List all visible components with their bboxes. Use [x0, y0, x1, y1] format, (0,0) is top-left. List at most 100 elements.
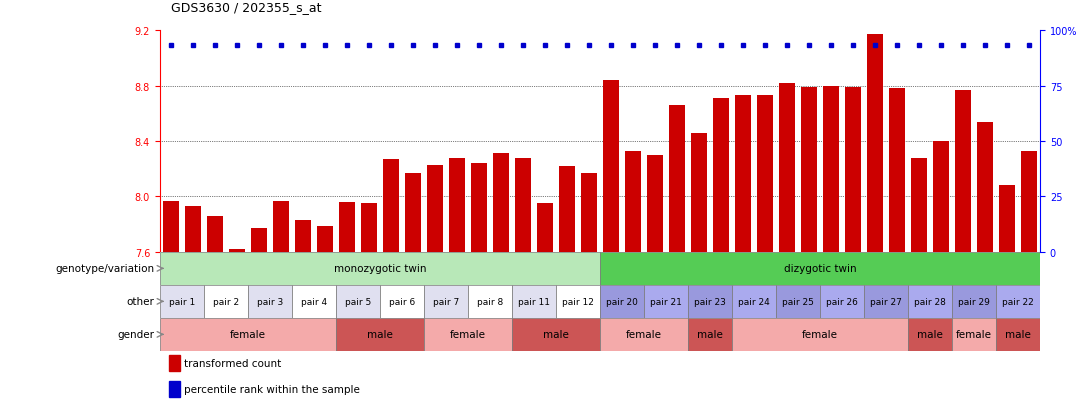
Bar [160, 285, 204, 318]
Bar [423, 318, 512, 351]
Bar [644, 285, 688, 318]
Bar [336, 285, 380, 318]
Bar [996, 318, 1040, 351]
Text: pair 6: pair 6 [389, 297, 415, 306]
Bar [1022, 151, 1037, 252]
Bar [647, 155, 663, 252]
Text: pair 20: pair 20 [606, 297, 638, 306]
Bar [168, 355, 180, 371]
Bar [273, 201, 288, 252]
Bar [248, 285, 292, 318]
Text: pair 12: pair 12 [562, 297, 594, 306]
Bar [581, 173, 596, 252]
Bar [318, 226, 333, 252]
Text: male: male [697, 330, 723, 339]
Text: gender: gender [118, 330, 154, 339]
Text: female: female [230, 330, 266, 339]
Text: other: other [126, 297, 154, 306]
Text: dizygotic twin: dizygotic twin [784, 264, 856, 274]
Bar [688, 318, 732, 351]
Text: monozygotic twin: monozygotic twin [334, 264, 427, 274]
Bar [600, 252, 1040, 285]
Text: pair 24: pair 24 [738, 297, 770, 306]
Bar [908, 318, 953, 351]
Bar [691, 133, 706, 252]
Bar [864, 285, 908, 318]
Bar [361, 204, 377, 252]
Bar [953, 285, 996, 318]
Bar [515, 158, 530, 252]
Text: pair 8: pair 8 [476, 297, 503, 306]
Bar [713, 99, 729, 252]
Bar [732, 318, 908, 351]
Bar [405, 173, 420, 252]
Bar [556, 285, 600, 318]
Bar [735, 96, 751, 252]
Bar [295, 221, 311, 252]
Text: pair 11: pair 11 [518, 297, 550, 306]
Bar [823, 86, 839, 252]
Bar [336, 318, 423, 351]
Text: pair 26: pair 26 [826, 297, 858, 306]
Bar [604, 81, 619, 252]
Bar [846, 88, 861, 252]
Bar [428, 165, 443, 252]
Text: percentile rank within the sample: percentile rank within the sample [185, 384, 361, 394]
Bar [449, 158, 464, 252]
Bar [908, 285, 953, 318]
Text: pair 2: pair 2 [213, 297, 239, 306]
Text: female: female [956, 330, 993, 339]
Bar [168, 381, 180, 397]
Bar [512, 285, 556, 318]
Text: female: female [450, 330, 486, 339]
Text: pair 7: pair 7 [433, 297, 459, 306]
Text: female: female [802, 330, 838, 339]
Bar [670, 106, 685, 252]
Bar [204, 285, 247, 318]
Text: pair 1: pair 1 [168, 297, 195, 306]
Bar [229, 249, 244, 252]
Text: pair 29: pair 29 [958, 297, 990, 306]
Bar [163, 201, 178, 252]
Text: female: female [626, 330, 662, 339]
Bar [380, 285, 423, 318]
Bar [160, 252, 600, 285]
Text: pair 4: pair 4 [301, 297, 327, 306]
Bar [867, 35, 882, 252]
Bar [780, 83, 795, 252]
Bar [933, 142, 948, 252]
Bar [494, 154, 509, 252]
Bar [688, 285, 732, 318]
Bar [999, 186, 1015, 252]
Text: male: male [543, 330, 569, 339]
Text: pair 25: pair 25 [782, 297, 814, 306]
Bar [977, 122, 993, 252]
Bar [820, 285, 864, 318]
Text: pair 22: pair 22 [1002, 297, 1034, 306]
Bar [757, 96, 772, 252]
Text: male: male [367, 330, 393, 339]
Bar [292, 285, 336, 318]
Text: pair 27: pair 27 [870, 297, 902, 306]
Text: pair 21: pair 21 [650, 297, 681, 306]
Text: pair 28: pair 28 [914, 297, 946, 306]
Bar [207, 216, 222, 252]
Bar [471, 164, 487, 252]
Text: pair 3: pair 3 [257, 297, 283, 306]
Text: pair 23: pair 23 [694, 297, 726, 306]
Bar [996, 285, 1040, 318]
Bar [775, 285, 820, 318]
Bar [559, 166, 575, 252]
Bar [160, 318, 336, 351]
Text: male: male [1005, 330, 1031, 339]
Bar [625, 151, 640, 252]
Bar [383, 159, 399, 252]
Bar [801, 88, 816, 252]
Bar [912, 158, 927, 252]
Bar [537, 204, 553, 252]
Bar [423, 285, 468, 318]
Text: GDS3630 / 202355_s_at: GDS3630 / 202355_s_at [171, 2, 321, 14]
Bar [339, 202, 354, 252]
Bar [512, 318, 600, 351]
Bar [732, 285, 775, 318]
